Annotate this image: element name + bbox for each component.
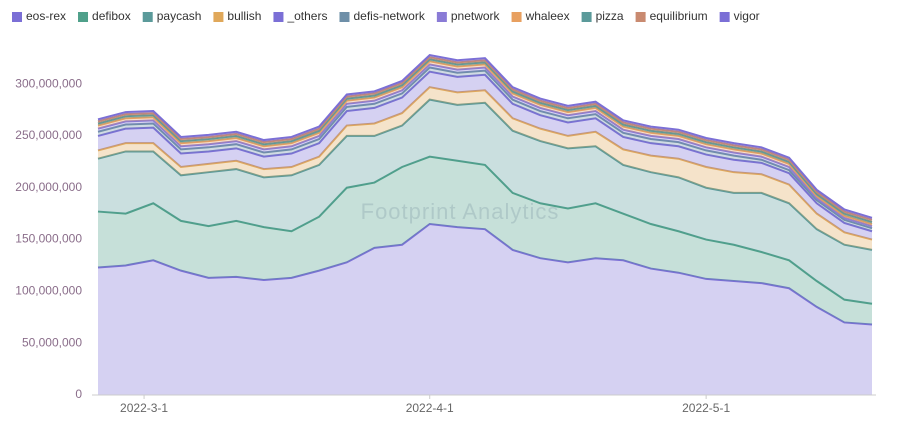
x-tick-label: 2022-3-1 bbox=[120, 401, 168, 415]
legend-swatch bbox=[635, 12, 646, 22]
legend-swatch bbox=[581, 12, 592, 22]
x-tick-label: 2022-5-1 bbox=[682, 401, 730, 415]
area-line bbox=[97, 222, 873, 326]
area-line bbox=[97, 98, 873, 251]
y-tick-label: 150,000,000 bbox=[15, 232, 82, 246]
legend-swatch bbox=[273, 12, 284, 22]
legend-label: paycash bbox=[157, 9, 202, 23]
area-line bbox=[97, 155, 873, 305]
area bbox=[98, 224, 872, 395]
y-tick-label: 300,000,000 bbox=[15, 76, 82, 90]
area bbox=[98, 87, 872, 250]
legend-swatch bbox=[78, 12, 89, 22]
area-line bbox=[97, 58, 873, 223]
legend-label: whaleex bbox=[525, 9, 570, 23]
area-line bbox=[97, 86, 873, 241]
legend-swatch bbox=[719, 12, 730, 22]
legend-swatch bbox=[436, 12, 447, 22]
area bbox=[98, 99, 872, 304]
legend-label: bullish bbox=[227, 9, 261, 23]
area bbox=[98, 71, 872, 240]
area-line bbox=[97, 66, 873, 230]
legend-swatch bbox=[339, 12, 350, 22]
legend-label: defibox bbox=[92, 9, 131, 23]
legend-label: _others bbox=[286, 9, 327, 23]
areas bbox=[97, 53, 873, 395]
legend-swatch bbox=[142, 12, 153, 22]
legend-swatch bbox=[12, 12, 22, 22]
legend-label: defis-network bbox=[353, 9, 425, 23]
area-line bbox=[97, 63, 873, 228]
y-tick-label: 50,000,000 bbox=[22, 335, 82, 349]
y-tick-label: 100,000,000 bbox=[15, 284, 82, 298]
area bbox=[98, 156, 872, 325]
y-tick-label: 0 bbox=[75, 387, 82, 401]
y-tick-label: 250,000,000 bbox=[15, 128, 82, 142]
legend-label: eos-rex bbox=[26, 9, 66, 23]
legend-label: pizza bbox=[596, 9, 624, 23]
x-tick-label: 2022-4-1 bbox=[406, 401, 454, 415]
watermark: Footprint Analytics bbox=[361, 199, 560, 224]
legend-label: equilibrium bbox=[650, 9, 708, 23]
legend-label: pnetwork bbox=[451, 9, 501, 23]
area-line bbox=[97, 56, 873, 221]
area-line bbox=[97, 60, 873, 225]
legend-label: vigor bbox=[734, 9, 760, 23]
legend-swatch bbox=[511, 12, 522, 22]
legend-swatch bbox=[213, 12, 224, 22]
y-tick-label: 200,000,000 bbox=[15, 180, 82, 194]
area-line bbox=[97, 70, 873, 233]
area-line bbox=[97, 53, 873, 219]
